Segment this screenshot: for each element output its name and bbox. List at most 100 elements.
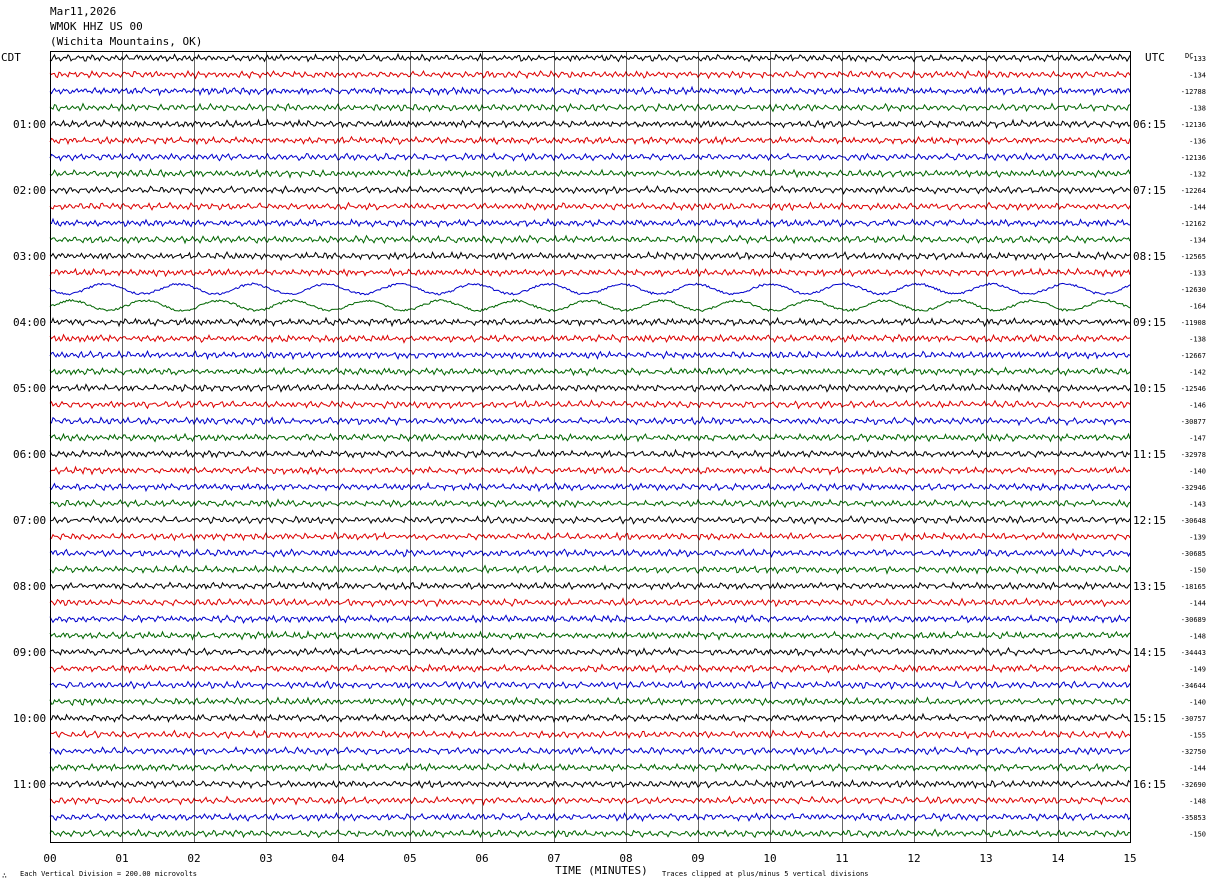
right-hour-label: 06:15 bbox=[1133, 118, 1166, 131]
trace-group bbox=[49, 52, 1131, 839]
x-tick-label: 15 bbox=[1123, 852, 1136, 865]
right-hour-label: 15:15 bbox=[1133, 712, 1166, 725]
dc-offset-label: -30689 bbox=[1181, 616, 1206, 624]
right-hour-label: 14:15 bbox=[1133, 646, 1166, 659]
dc-offset-label: -144 bbox=[1189, 765, 1206, 773]
trace-line bbox=[49, 366, 1131, 377]
x-axis-label: TIME (MINUTES) bbox=[555, 864, 648, 877]
x-tick-label: 05 bbox=[403, 852, 416, 865]
x-tick-label: 13 bbox=[979, 852, 992, 865]
right-hour-label: 11:15 bbox=[1133, 448, 1166, 461]
x-tick-label: 02 bbox=[187, 852, 200, 865]
trace-line bbox=[49, 712, 1131, 724]
right-hour-label: 13:15 bbox=[1133, 580, 1166, 593]
trace-line bbox=[49, 416, 1131, 427]
trace-line bbox=[49, 185, 1131, 196]
x-tick-label: 14 bbox=[1051, 852, 1065, 865]
header-location: (Wichita Mountains, OK) bbox=[50, 35, 203, 48]
dc-offset-label: -30648 bbox=[1181, 517, 1206, 525]
x-tick-label: 08 bbox=[619, 852, 632, 865]
trace-line bbox=[49, 118, 1131, 130]
trace-line bbox=[49, 168, 1131, 179]
trace-line bbox=[49, 399, 1131, 410]
dc-offset-label: -138 bbox=[1189, 105, 1206, 113]
dc-offset-label: -155 bbox=[1189, 732, 1206, 740]
trace-line bbox=[49, 548, 1131, 559]
dc-offset-label: -12667 bbox=[1181, 352, 1206, 360]
trace-line bbox=[49, 531, 1131, 542]
trace-line bbox=[49, 69, 1131, 80]
dc-offset-label: -148 bbox=[1189, 633, 1206, 641]
trace-line bbox=[49, 696, 1131, 707]
trace-line bbox=[49, 201, 1131, 212]
trace-line bbox=[49, 282, 1131, 296]
dc-offset-label: -144 bbox=[1189, 204, 1206, 212]
left-hour-label: 03:00 bbox=[13, 250, 46, 263]
x-tick-labels: 00 01 02 03 04 05 06 07 08 09 10 11 12 13 14 15 bbox=[43, 852, 1136, 865]
minute-grid bbox=[122, 51, 1059, 842]
dc-offset-labels: -133 -134 -12788 -138 -12136 -136 -12136 -132 -1… bbox=[1181, 55, 1206, 839]
x-tick-label: 00 bbox=[43, 852, 56, 865]
x-tick-label: 11 bbox=[835, 852, 848, 865]
footer-scale-note: Each Vertical Division = 200.00 microvol… bbox=[20, 870, 197, 878]
trace-line bbox=[49, 333, 1131, 344]
dc-offset-label: -134 bbox=[1189, 72, 1206, 80]
dc-offset-label: -12565 bbox=[1181, 253, 1206, 261]
dc-offset-label: -32946 bbox=[1181, 484, 1206, 492]
dc-offset-label: -18165 bbox=[1181, 583, 1206, 591]
left-hour-label: 08:00 bbox=[13, 580, 46, 593]
trace-line bbox=[49, 52, 1131, 63]
header-date: Mar11,2026 bbox=[50, 5, 117, 18]
right-hour-label: 07:15 bbox=[1133, 184, 1166, 197]
trace-line bbox=[49, 267, 1131, 278]
dc-offset-label: -133 bbox=[1189, 270, 1206, 278]
right-hour-labels: 06:15 07:15 08:15 09:15 10:15 11:15 12:15 13:15… bbox=[1133, 118, 1166, 791]
left-hour-labels: 01:00 02:00 03:00 04:00 05:00 06:00 07:00 08:00… bbox=[13, 118, 46, 791]
footer-logo-mark: ∴ bbox=[2, 871, 7, 880]
left-hour-label: 01:00 bbox=[13, 118, 46, 131]
trace-line bbox=[50, 729, 1131, 740]
x-tick-label: 01 bbox=[115, 852, 128, 865]
dc-offset-label: -12136 bbox=[1181, 121, 1206, 129]
x-tick-label: 03 bbox=[259, 852, 272, 865]
dc-offset-label: -30877 bbox=[1181, 418, 1206, 426]
dc-offset-label: -30685 bbox=[1181, 550, 1206, 558]
trace-line bbox=[49, 498, 1131, 509]
header-station: WMOK HHZ US 00 bbox=[50, 20, 143, 33]
x-tick-label: 04 bbox=[331, 852, 345, 865]
dc-offset-label: -34443 bbox=[1181, 649, 1206, 657]
dc-offset-label: -35853 bbox=[1181, 814, 1206, 822]
trace-line bbox=[49, 679, 1131, 691]
x-tick-label: 12 bbox=[907, 852, 920, 865]
dc-offset-label: -140 bbox=[1189, 699, 1206, 707]
trace-line bbox=[49, 811, 1131, 823]
trace-line bbox=[49, 613, 1131, 625]
left-hour-label: 10:00 bbox=[13, 712, 46, 725]
dc-column-label: DC bbox=[1185, 52, 1193, 60]
trace-line bbox=[49, 298, 1131, 312]
left-hour-label: 09:00 bbox=[13, 646, 46, 659]
trace-line bbox=[49, 746, 1131, 757]
x-tick-label: 09 bbox=[691, 852, 704, 865]
dc-offset-label: -30757 bbox=[1181, 715, 1206, 723]
trace-line bbox=[49, 152, 1131, 162]
left-hour-label: 02:00 bbox=[13, 184, 46, 197]
trace-line bbox=[49, 85, 1131, 97]
dc-offset-label: -146 bbox=[1189, 402, 1206, 410]
dc-offset-label: -133 bbox=[1189, 55, 1206, 63]
dc-offset-label: -132 bbox=[1189, 171, 1206, 179]
trace-line bbox=[49, 234, 1131, 245]
dc-offset-label: -143 bbox=[1189, 501, 1206, 509]
left-hour-label: 05:00 bbox=[13, 382, 46, 395]
dc-offset-label: -139 bbox=[1189, 534, 1206, 542]
trace-line bbox=[49, 217, 1131, 229]
dc-offset-label: -12630 bbox=[1181, 286, 1206, 294]
dc-offset-label: -142 bbox=[1189, 369, 1206, 377]
left-hour-label: 06:00 bbox=[13, 448, 46, 461]
trace-line bbox=[49, 580, 1131, 591]
left-timezone-label: CDT bbox=[1, 51, 21, 64]
footer-clip-note: Traces clipped at plus/minus 5 vertical … bbox=[662, 870, 869, 878]
trace-line bbox=[49, 761, 1130, 773]
trace-line bbox=[49, 250, 1131, 262]
